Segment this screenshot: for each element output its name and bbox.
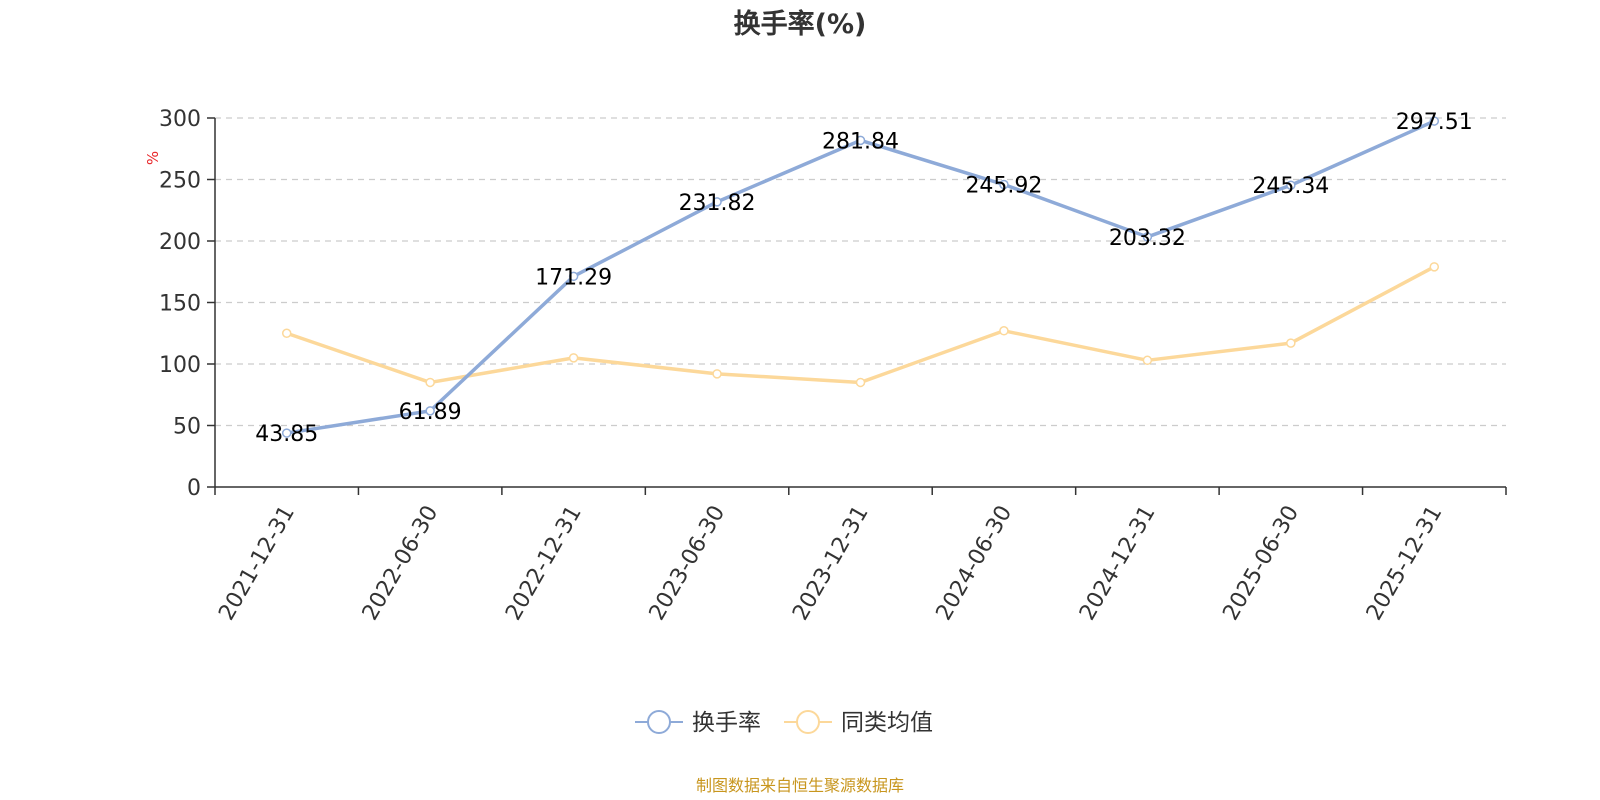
x-axis-ticks: 2021-12-31 2022-06-30 2022-12-31 2023-06-30… xyxy=(214,487,1507,625)
data-label: 245.34 xyxy=(1252,174,1329,199)
x-tick-label: 2021-12-31 xyxy=(214,502,300,625)
data-label: 43.85 xyxy=(255,422,318,447)
series-2-point xyxy=(425,377,435,388)
series-1-point xyxy=(568,271,579,282)
x-tick-label: 2025-06-30 xyxy=(1218,502,1304,625)
series-2-point xyxy=(568,353,579,363)
series-2-point xyxy=(999,326,1009,336)
series-1-point xyxy=(712,197,722,207)
x-tick-label: 2022-06-30 xyxy=(358,501,444,624)
x-tick-label: 2022-12-31 xyxy=(501,502,587,625)
data-label: 231.82 xyxy=(679,191,756,216)
y-tick-label: 200 xyxy=(159,230,201,255)
series-1-point xyxy=(425,406,435,416)
x-tick-label: 2025-12-31 xyxy=(1362,502,1448,625)
chart-title: 换手率(%) xyxy=(734,8,867,40)
source-note: 制图数据来自恒生聚源数据库 xyxy=(696,776,904,795)
series-1-point xyxy=(1286,180,1296,190)
y-tick-label: 150 xyxy=(159,292,201,317)
series-1-point xyxy=(1429,116,1440,126)
series-1-point xyxy=(281,428,292,438)
series-1-point xyxy=(999,179,1009,190)
data-label: 61.89 xyxy=(399,400,462,425)
legend-label-1: 换手率 xyxy=(692,710,761,736)
y-tick-label: 100 xyxy=(159,353,201,378)
series-2-point xyxy=(1429,262,1440,272)
y-axis-ticks: 0 50 100 150 200 250 300 xyxy=(159,107,215,501)
series-2-point xyxy=(1142,355,1153,366)
series-1-point xyxy=(855,135,866,146)
data-label: 203.32 xyxy=(1109,226,1186,251)
series-layer xyxy=(281,116,1440,438)
y-tick-label: 300 xyxy=(159,107,201,132)
y-axis-unit-label: % xyxy=(144,151,162,165)
x-tick-label: 2024-06-30 xyxy=(932,502,1018,625)
series-line-2 xyxy=(286,265,1436,385)
data-label: 245.92 xyxy=(965,174,1042,199)
legend-label-2: 同类均值 xyxy=(841,710,933,736)
data-labels: 43.85 61.89 171.29 231.82 281.84 245.92 203.32… xyxy=(255,110,1473,447)
series-2-point xyxy=(1286,338,1296,348)
series-2-point xyxy=(855,377,866,388)
x-tick-label: 2023-12-31 xyxy=(788,502,874,625)
data-label: 297.51 xyxy=(1396,110,1473,135)
series-2-point xyxy=(281,328,292,338)
y-tick-label: 0 xyxy=(187,476,201,501)
x-tick-label: 2024-12-31 xyxy=(1075,502,1161,625)
y-tick-label: 250 xyxy=(159,169,201,194)
legend[interactable]: 换手率 同类均值 xyxy=(635,710,933,736)
legend-marker-1 xyxy=(647,710,671,734)
data-label: 281.84 xyxy=(822,129,899,154)
series-1-point xyxy=(1142,232,1153,242)
x-tick-label: 2023-06-30 xyxy=(645,502,731,625)
series-2-point xyxy=(712,369,722,379)
legend-marker-2 xyxy=(796,710,820,734)
data-label: 171.29 xyxy=(535,265,612,290)
y-tick-label: 50 xyxy=(173,415,201,440)
